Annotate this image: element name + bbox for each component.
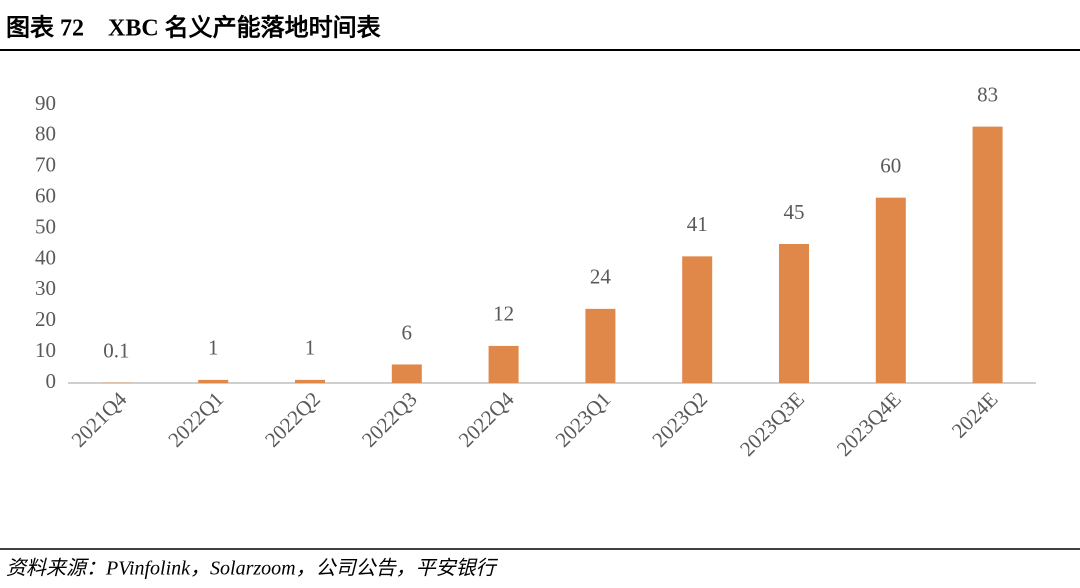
x-tick-label: 2022Q4 xyxy=(454,387,519,452)
value-label: 1 xyxy=(208,336,219,360)
value-label: 0.1 xyxy=(103,339,129,363)
x-tick-label: 2021Q4 xyxy=(67,387,132,452)
bar xyxy=(488,345,519,383)
y-tick-label: 40 xyxy=(35,245,56,269)
x-tick-label: 2022Q1 xyxy=(163,387,228,452)
x-tick-label: 2024E xyxy=(947,387,1003,443)
x-tick-label: 2022Q3 xyxy=(357,387,422,452)
value-label: 24 xyxy=(590,265,612,289)
x-tick-label: 2023Q2 xyxy=(647,387,712,452)
x-tick-label: 2022Q2 xyxy=(260,387,325,452)
bar xyxy=(198,379,229,383)
bar xyxy=(295,379,325,383)
x-tick-label: 2023Q3E xyxy=(735,387,809,461)
y-tick-label: 20 xyxy=(35,307,56,331)
bar xyxy=(391,364,422,383)
bar xyxy=(972,126,1003,383)
bar xyxy=(682,256,713,383)
y-tick-label: 0 xyxy=(46,369,57,393)
value-label: 45 xyxy=(784,200,805,224)
y-tick-label: 90 xyxy=(35,91,56,115)
y-tick-label: 50 xyxy=(35,214,56,238)
value-label: 60 xyxy=(880,153,901,177)
chart-title: 图表 72 XBC 名义产能落地时间表 xyxy=(6,14,382,42)
bar xyxy=(779,244,809,383)
y-tick-label: 70 xyxy=(35,153,56,177)
bar xyxy=(585,308,616,383)
y-tick-label: 80 xyxy=(35,122,56,146)
source-note: 资料来源：PVinfolink，Solarzoom，公司公告，平安银行 xyxy=(6,558,499,580)
value-label: 83 xyxy=(977,82,998,106)
x-tick-label: 2023Q1 xyxy=(551,387,616,452)
x-tick-label: 2023Q4E xyxy=(832,387,906,461)
value-label: 41 xyxy=(687,212,708,236)
value-label: 1 xyxy=(305,336,316,360)
bar xyxy=(875,197,906,383)
y-tick-label: 60 xyxy=(35,183,56,207)
value-label: 12 xyxy=(493,302,514,326)
y-tick-label: 30 xyxy=(35,276,56,300)
y-tick-label: 10 xyxy=(35,338,56,362)
value-label: 6 xyxy=(402,320,413,344)
